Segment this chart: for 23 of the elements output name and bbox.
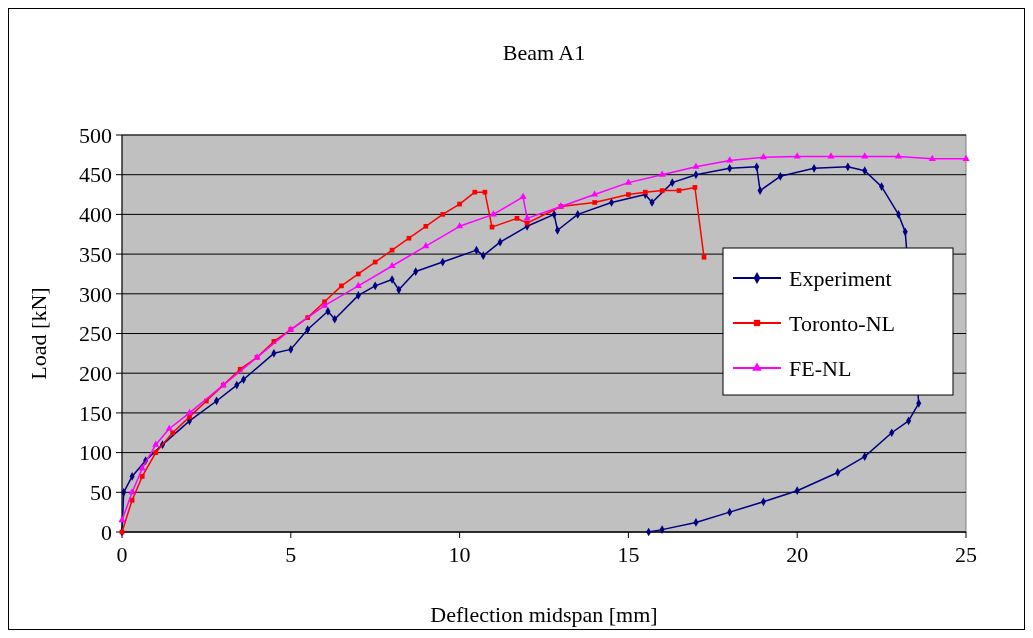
- y-tick-label: 350: [79, 241, 112, 267]
- y-tick-label: 400: [79, 202, 112, 228]
- x-tick-label: 15: [617, 542, 640, 567]
- y-axis-title: Load [kN]: [26, 287, 51, 380]
- chart-title: Beam A1: [502, 40, 586, 65]
- y-tick-label: 500: [79, 122, 112, 148]
- x-tick-label: 5: [285, 542, 297, 567]
- y-tick-label: 50: [90, 480, 112, 505]
- y-tick-label: 450: [79, 162, 112, 188]
- y-tick-label: 250: [79, 321, 112, 347]
- legend-label: Toronto-NL: [789, 310, 895, 336]
- y-tick-label: 0: [101, 519, 112, 545]
- y-tick-label: 150: [79, 400, 112, 426]
- y-tick-label: 300: [79, 281, 112, 307]
- legend-label: Experiment: [789, 265, 892, 291]
- x-tick-label: 25: [955, 542, 977, 567]
- legend-label: FE-NL: [789, 355, 852, 381]
- x-tick-label: 0: [116, 542, 128, 567]
- y-tick-label: 100: [79, 440, 112, 466]
- y-tick-label: 200: [79, 360, 112, 386]
- x-axis-title: Deflection midspan [mm]: [430, 602, 658, 627]
- x-tick-label: 20: [786, 542, 809, 567]
- x-tick-label: 10: [448, 542, 471, 567]
